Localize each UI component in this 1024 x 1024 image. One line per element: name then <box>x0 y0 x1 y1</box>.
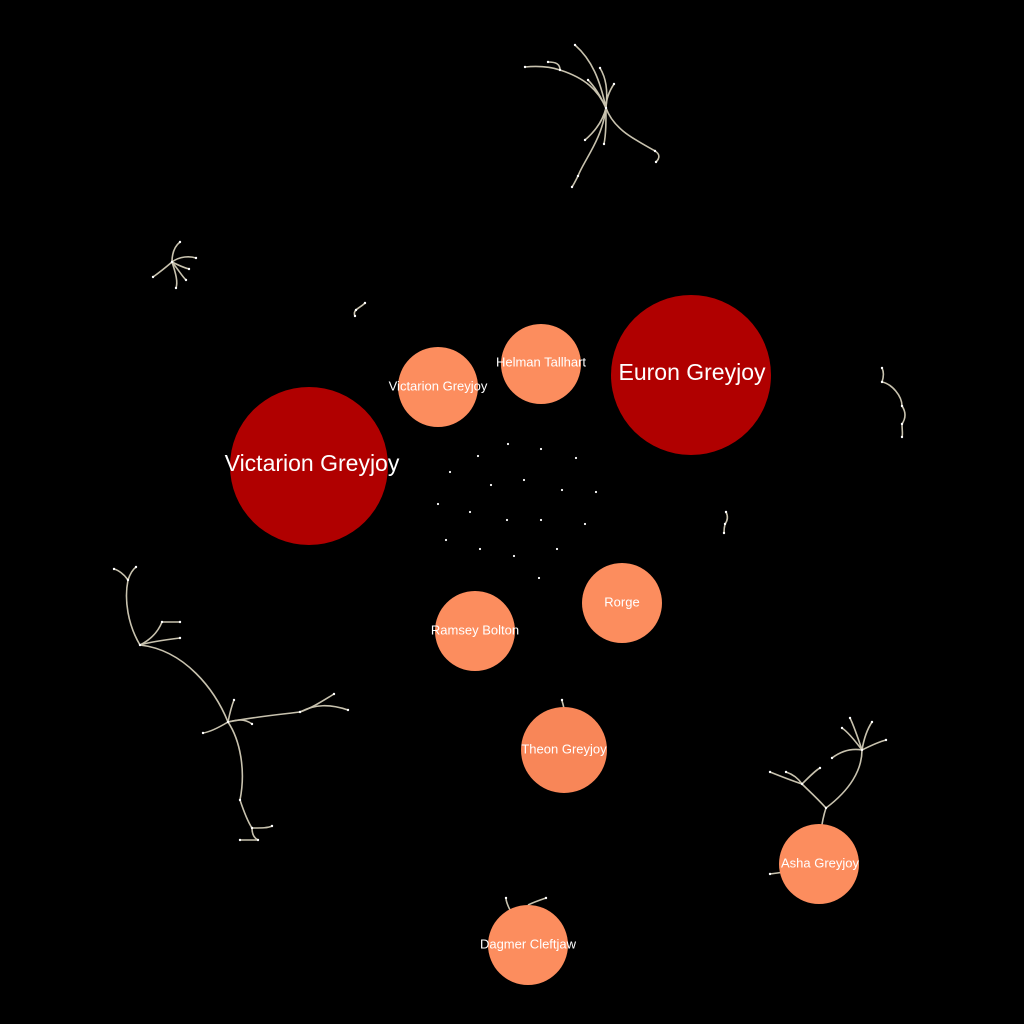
node-label: Euron Greyjoy <box>618 359 766 385</box>
node-label: Victarion Greyjoy <box>225 450 400 476</box>
node-label: Asha Greyjoy <box>781 856 860 871</box>
cluster-upper-left <box>151 240 198 290</box>
node-asha-greyjoy[interactable]: Asha Greyjoy <box>779 824 860 904</box>
node-victarion-greyjoy-minor[interactable]: Victarion Greyjoy <box>389 347 488 427</box>
node-dagmer-cleftjaw[interactable]: Dagmer Cleftjaw <box>480 905 577 985</box>
node-label: Rorge <box>604 595 639 610</box>
node-label: Helman Tallhart <box>496 355 586 370</box>
node-label: Victarion Greyjoy <box>389 379 488 394</box>
isolated-nodes <box>436 442 598 580</box>
cluster-small-upper <box>353 301 367 318</box>
node-label: Dagmer Cleftjaw <box>480 937 577 952</box>
cluster-small-right <box>722 510 729 535</box>
node-victarion-greyjoy-major[interactable]: Victarion Greyjoy <box>225 387 400 545</box>
node-label: Ramsey Bolton <box>431 623 519 638</box>
cluster-top <box>523 43 660 189</box>
node-euron-greyjoy[interactable]: Euron Greyjoy <box>611 295 771 455</box>
cluster-lower-left <box>112 565 350 842</box>
minor-nodes: Victarion Greyjoy Helman Tallhart Rorge … <box>389 324 860 985</box>
node-helman-tallhart[interactable]: Helman Tallhart <box>496 324 586 404</box>
node-theon-greyjoy[interactable]: Theon Greyjoy <box>521 707 607 793</box>
major-nodes: Victarion Greyjoy Euron Greyjoy <box>225 295 771 545</box>
node-label: Theon Greyjoy <box>521 742 607 757</box>
cluster-right <box>880 366 906 439</box>
node-ramsey-bolton[interactable]: Ramsey Bolton <box>431 591 519 671</box>
node-rorge[interactable]: Rorge <box>582 563 662 643</box>
